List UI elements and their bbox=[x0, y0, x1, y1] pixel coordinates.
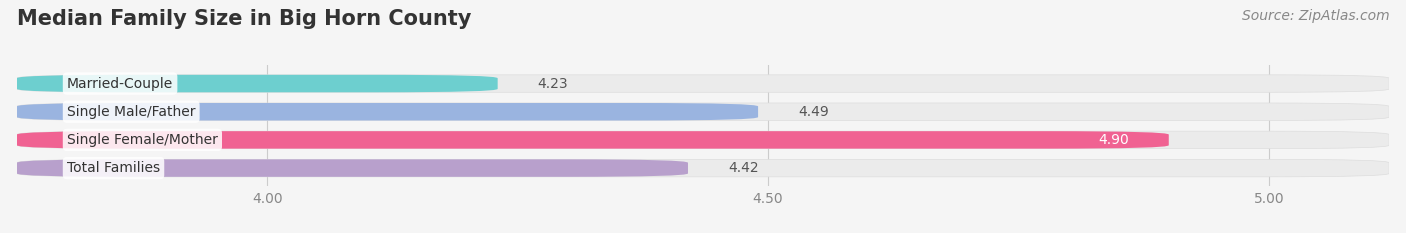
FancyBboxPatch shape bbox=[17, 159, 688, 177]
Text: Total Families: Total Families bbox=[67, 161, 160, 175]
Text: Married-Couple: Married-Couple bbox=[67, 77, 173, 91]
FancyBboxPatch shape bbox=[17, 131, 1389, 149]
Text: Single Male/Father: Single Male/Father bbox=[67, 105, 195, 119]
Text: Single Female/Mother: Single Female/Mother bbox=[67, 133, 218, 147]
Text: 4.90: 4.90 bbox=[1098, 133, 1129, 147]
Text: Median Family Size in Big Horn County: Median Family Size in Big Horn County bbox=[17, 9, 471, 29]
FancyBboxPatch shape bbox=[17, 75, 498, 92]
Text: 4.42: 4.42 bbox=[728, 161, 759, 175]
FancyBboxPatch shape bbox=[17, 103, 758, 120]
FancyBboxPatch shape bbox=[17, 75, 1389, 92]
Text: 4.49: 4.49 bbox=[799, 105, 830, 119]
FancyBboxPatch shape bbox=[17, 131, 1168, 149]
Text: 4.23: 4.23 bbox=[537, 77, 568, 91]
FancyBboxPatch shape bbox=[17, 159, 1389, 177]
Text: Source: ZipAtlas.com: Source: ZipAtlas.com bbox=[1241, 9, 1389, 23]
FancyBboxPatch shape bbox=[17, 103, 1389, 120]
